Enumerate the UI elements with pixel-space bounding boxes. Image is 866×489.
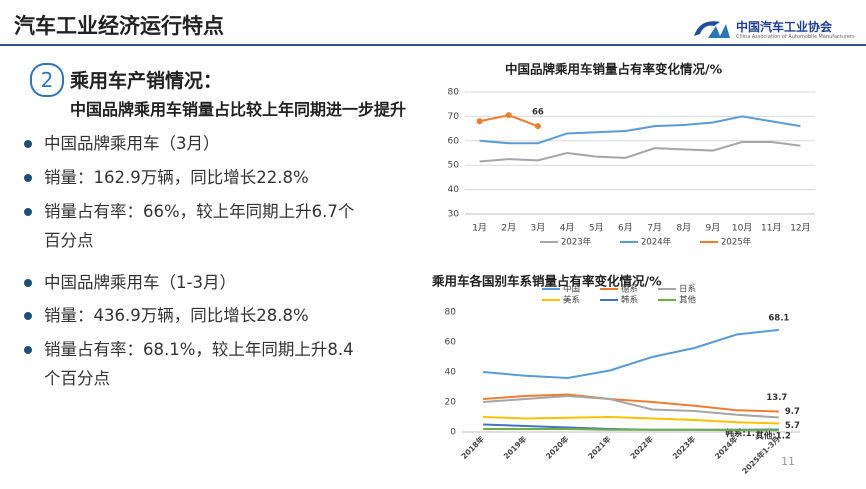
legend-label: 日系 (679, 284, 696, 295)
y-tick-label: 20 (445, 398, 457, 408)
x-tick-label: 2019年 (501, 433, 528, 460)
legend-label: 德系 (621, 284, 638, 295)
y-tick-label: 0 (450, 428, 456, 438)
logo (694, 21, 730, 38)
x-tick-label: 7月 (647, 223, 662, 234)
chart-title: 乘用车各国别车系销量占有率变化情况/% (431, 274, 662, 289)
data-label: 其他:1.2 (755, 431, 791, 442)
org-name-en: China Association of Automobile Manufact… (736, 34, 855, 40)
x-tick-label: 4月 (560, 223, 575, 234)
chart-title: 中国品牌乘用车销量占有率变化情况/% (505, 62, 723, 77)
data-label: 9.7 (785, 407, 800, 417)
chart: 中国品牌乘用车销量占有率变化情况/% 30 40 50 60 70 80 1月 2月 3月 4月 5月… (448, 62, 815, 248)
y-tick-label: 80 (445, 308, 457, 318)
slide-title: 汽车工业经济运行特点 (14, 14, 224, 38)
legend-label: 2024年 (641, 237, 672, 248)
x-tick-label: 5月 (589, 223, 604, 234)
legend-label: 2025年 (721, 237, 752, 248)
chart: 乘用车各国别车系销量占有率变化情况/% 0 20 40 60 80 2018年 2019年 20… (431, 274, 800, 476)
y-tick-label: 40 (448, 185, 460, 195)
section-number: 2 (30, 63, 64, 97)
y-tick-label: 50 (448, 161, 460, 171)
bullet: 销量：162.9万辆，同比增长22.8% (24, 163, 374, 192)
line (483, 428, 779, 432)
data-label: 13.7 (766, 393, 787, 403)
legend-label: 其他 (679, 295, 697, 306)
bullet: 中国品牌乘用车（3月） (24, 129, 374, 158)
marker (534, 123, 541, 130)
y-tick-label: 60 (445, 338, 457, 348)
legend-label: 美系 (563, 295, 580, 306)
bullet: 销量：436.9万辆，同比增长28.8% (24, 301, 374, 330)
data-label: 66 (532, 108, 544, 118)
x-tick-label: 2022年 (628, 433, 655, 460)
data-label: 5.7 (785, 421, 800, 431)
y-tick-label: 60 (448, 136, 460, 146)
x-tick-label: 12月 (790, 223, 810, 234)
bullet: 销量占有率：66%，较上年同期上升6.7个百分点 (24, 197, 364, 255)
line (479, 141, 801, 163)
x-tick-label: 3月 (531, 223, 546, 234)
header-rule (0, 44, 866, 46)
x-tick-label: 11月 (761, 223, 781, 234)
line (483, 415, 779, 425)
marker (505, 112, 512, 119)
line (479, 115, 801, 145)
line (483, 394, 779, 419)
legend-label: 2023年 (561, 237, 592, 248)
x-tick-label: 9月 (706, 223, 721, 234)
y-tick-label: 80 (448, 88, 460, 98)
line (483, 328, 779, 380)
data-label: 68.1 (768, 313, 789, 323)
x-tick-label: 8月 (676, 223, 691, 234)
x-tick-label: 2月 (501, 223, 516, 234)
page-number: 11 (781, 455, 795, 468)
x-tick-label: 2023年 (670, 433, 697, 460)
bullet: 中国品牌乘用车（1-3月） (24, 268, 374, 297)
org-name: 中国汽车工业协会 (736, 20, 833, 34)
x-tick-label: 2021年 (586, 433, 613, 460)
legend-label: 中国 (563, 284, 580, 295)
section-subtitle: 中国品牌乘用车销量占比较上年同期进一步提升 (70, 100, 407, 119)
x-tick-label: 10月 (732, 223, 752, 234)
x-tick-label: 1月 (472, 223, 487, 234)
y-tick-label: 30 (448, 210, 460, 220)
x-tick-label: 2018年 (459, 433, 486, 460)
bullet: 销量占有率：68.1%，较上年同期上升8.4个百分点 (24, 335, 364, 393)
section-title: 乘用车产销情况： (70, 70, 223, 92)
legend-label: 韩系 (621, 295, 638, 306)
data-label: 韩系:1.7 (725, 428, 761, 439)
marker (476, 118, 483, 125)
x-tick-label: 6月 (618, 223, 633, 234)
y-tick-label: 70 (448, 112, 460, 122)
y-tick-label: 40 (445, 368, 457, 378)
x-tick-label: 2020年 (543, 433, 570, 460)
line (483, 393, 779, 413)
